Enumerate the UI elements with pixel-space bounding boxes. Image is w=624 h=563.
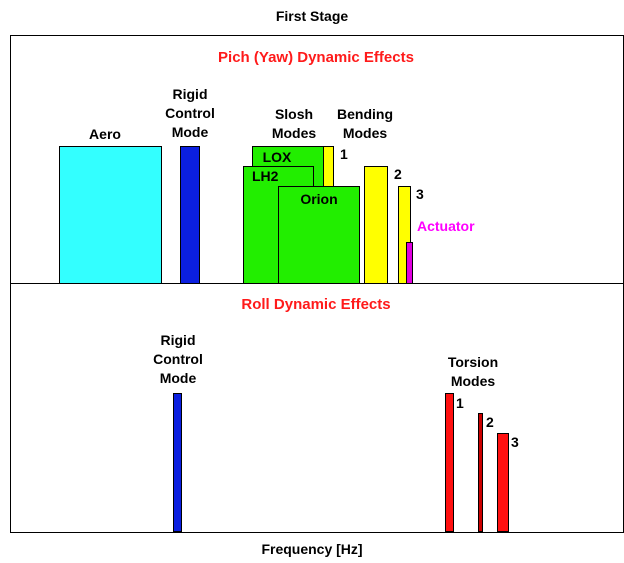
diagram-title: First Stage	[275, 8, 349, 24]
slosh-label-line2: Modes	[271, 125, 317, 141]
actuator-bar	[406, 242, 413, 284]
x-axis-label: Frequency [Hz]	[261, 541, 363, 557]
pitch-rigid-mode-bar	[180, 146, 200, 284]
slosh-label-line1: Slosh	[274, 106, 314, 122]
roll-rigid-label-line2: Control	[153, 351, 203, 367]
torsion-label-line2: Modes	[450, 373, 496, 389]
orion-label: Orion	[300, 191, 338, 207]
torsion-mode-1-number: 1	[456, 395, 464, 411]
torsion-mode-1-bar	[445, 393, 454, 532]
torsion-mode-3-number: 3	[511, 434, 519, 450]
pitch-rigid-label-line1: Rigid	[172, 86, 208, 102]
pitch-panel-title: Pich (Yaw) Dynamic Effects	[218, 49, 414, 66]
aero-block	[59, 146, 162, 284]
bending-label-line2: Modes	[342, 125, 388, 141]
bending-mode-2-number: 2	[394, 166, 402, 182]
torsion-mode-3-bar	[497, 433, 509, 532]
roll-rigid-mode-bar	[173, 393, 182, 532]
pitch-rigid-label-line2: Control	[165, 105, 215, 121]
torsion-mode-2-bar	[478, 413, 483, 532]
pitch-rigid-label-line3: Mode	[171, 124, 209, 140]
roll-rigid-label-line3: Mode	[159, 370, 197, 386]
lox-label: LOX	[262, 149, 292, 165]
bending-mode-3-number: 3	[416, 186, 424, 202]
torsion-label-line1: Torsion	[447, 354, 499, 370]
roll-rigid-label-line1: Rigid	[160, 332, 196, 348]
orion-slosh-block	[278, 186, 360, 284]
aero-label: Aero	[89, 126, 121, 142]
lh2-label: LH2	[252, 168, 279, 184]
roll-panel	[10, 283, 624, 533]
roll-panel-title: Roll Dynamic Effects	[241, 296, 391, 313]
bending-mode-1-number: 1	[340, 146, 348, 162]
torsion-mode-2-number: 2	[486, 414, 494, 430]
bending-mode-2-bar	[364, 166, 388, 284]
actuator-label: Actuator	[417, 218, 475, 234]
bending-label-line1: Bending	[337, 106, 393, 122]
